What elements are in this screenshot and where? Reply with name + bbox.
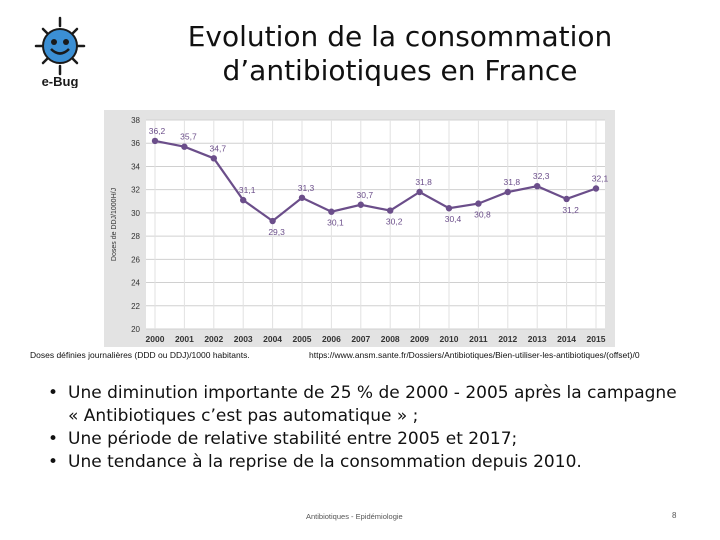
x-tick-label: 2008 [381, 334, 400, 344]
title-line-1: Evolution de la consommation [187, 20, 613, 53]
y-tick-label: 24 [131, 279, 140, 288]
y-tick-label: 22 [131, 302, 140, 311]
data-label: 31,8 [415, 177, 432, 187]
x-tick-label: 2005 [293, 334, 312, 344]
data-point [240, 196, 247, 204]
y-tick-label: 28 [131, 232, 140, 241]
x-tick-label: 2011 [469, 334, 488, 344]
x-tick-label: 2004 [263, 334, 282, 344]
bullet-item: • Une tendance à la reprise de la consomm… [48, 451, 688, 474]
x-tick-label: 2013 [528, 334, 547, 344]
data-point [357, 201, 364, 208]
data-label: 32,3 [533, 171, 550, 181]
x-tick-label: 2009 [410, 334, 429, 344]
y-tick-label: 34 [131, 162, 140, 171]
y-axis-label: Doses de DDJ/1000H/J [111, 188, 118, 261]
page-title: Evolution de la consommation d’antibioti… [150, 20, 650, 88]
bullet-item: • Une période de relative stabilité entre… [48, 428, 688, 451]
bullet-text: Une tendance à la reprise de la consomma… [68, 452, 582, 472]
data-label: 29,3 [268, 227, 285, 237]
data-label: 30,2 [386, 217, 403, 227]
page-number: 8 [672, 511, 677, 520]
data-label: 30,8 [474, 210, 491, 220]
data-point [416, 188, 423, 196]
consumption-line-chart: 20 22 24 26 28 30 32 34 36 38 2000 2001 2002 2003 2004… [111, 116, 609, 344]
data-label: 31,2 [562, 205, 579, 215]
data-point [534, 182, 541, 190]
data-point [592, 185, 600, 192]
data-label: 35,7 [180, 132, 197, 142]
data-label: 30,1 [327, 218, 344, 228]
data-point [151, 137, 159, 145]
data-label: 30,7 [357, 190, 374, 200]
e-bug-logo: e-Bug [30, 16, 90, 89]
y-tick-label: 30 [131, 209, 140, 218]
data-point [298, 194, 306, 201]
plot-area [146, 120, 605, 329]
data-label: 36,2 [149, 126, 166, 136]
x-tick-label: 2014 [557, 334, 576, 344]
data-point [445, 205, 453, 212]
bullet-list: • Une diminution importante de 25 % de 20… [48, 382, 688, 474]
data-point [504, 188, 511, 196]
bullet-icon: • [48, 452, 59, 472]
x-tick-label: 2002 [204, 334, 223, 344]
x-tick-label: 2010 [440, 334, 459, 344]
data-label: 31,1 [239, 185, 256, 195]
x-tick-label: 2000 [146, 334, 165, 344]
series-line [154, 139, 597, 223]
x-tick-label: 2003 [234, 334, 253, 344]
data-point [328, 208, 335, 215]
bullet-text: Une période de relative stabilité entre … [68, 429, 518, 449]
x-tick-label: 2007 [351, 334, 370, 344]
data-label: 34,7 [210, 143, 227, 153]
y-tick-label: 26 [131, 255, 140, 264]
y-tick-label: 38 [131, 116, 140, 125]
y-tick-label: 32 [131, 186, 140, 195]
unit-note: Doses définies journalières (DDD ou DDJ)… [30, 350, 250, 360]
x-tick-label: 2012 [498, 334, 517, 344]
source-link[interactable]: https://www.ansm.sante.fr/Dossiers/Antib… [309, 350, 640, 360]
data-label: 31,3 [298, 183, 315, 193]
y-tick-label: 20 [131, 325, 140, 334]
data-point [475, 200, 482, 207]
bullet-text: Une diminution importante de 25 % de 200… [68, 383, 677, 426]
logo-text: e-Bug [42, 74, 79, 88]
x-tick-label: 2006 [322, 334, 341, 344]
data-point [563, 195, 570, 203]
x-tick-label: 2001 [175, 334, 194, 344]
data-point [269, 217, 276, 225]
bullet-icon: • [48, 429, 59, 449]
bullet-item: • Une diminution importante de 25 % de 20… [48, 382, 688, 428]
data-point [387, 207, 394, 214]
smiling-bug-logo-icon: e-Bug [34, 16, 86, 89]
data-label: 31,8 [504, 177, 521, 187]
bullet-icon: • [48, 383, 59, 403]
data-label: 32,1 [592, 174, 609, 184]
x-tick-label: 2015 [587, 334, 606, 344]
data-label: 30,4 [445, 214, 462, 224]
y-tick-label: 36 [131, 139, 140, 148]
data-point [210, 155, 217, 162]
title-line-2: d’antibiotiques en France [222, 54, 578, 87]
data-point [181, 143, 188, 150]
footer-text: Antibiotiques - Epidémiologie [306, 512, 403, 521]
